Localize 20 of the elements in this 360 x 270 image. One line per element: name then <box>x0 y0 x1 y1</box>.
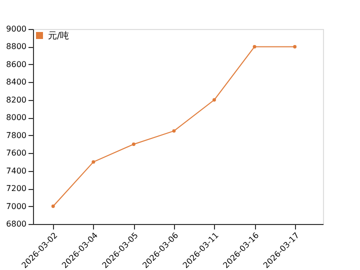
y-tick-label: 8400 <box>6 78 26 87</box>
y-tick-label: 6800 <box>6 220 26 228</box>
y-tick-label: 7000 <box>6 202 26 211</box>
y-tick-label: 7600 <box>6 148 26 158</box>
point <box>212 98 216 102</box>
y-tick-label: 9000 <box>6 24 26 34</box>
y-tick-label: 8200 <box>6 95 26 104</box>
point <box>293 45 297 48</box>
y-tick-label: 8000 <box>6 113 26 122</box>
y-tick-label: 8800 <box>6 42 26 52</box>
legend-label: 元/吨 <box>48 30 70 42</box>
point <box>172 129 176 133</box>
y-tick-label: 7200 <box>6 184 26 194</box>
point <box>252 45 256 48</box>
y-tick-label: 7400 <box>6 166 26 176</box>
point <box>51 204 55 208</box>
point <box>92 160 96 164</box>
point <box>132 142 136 146</box>
y-tick-label: 8600 <box>6 60 26 69</box>
y-tick-label: 7800 <box>6 130 26 140</box>
